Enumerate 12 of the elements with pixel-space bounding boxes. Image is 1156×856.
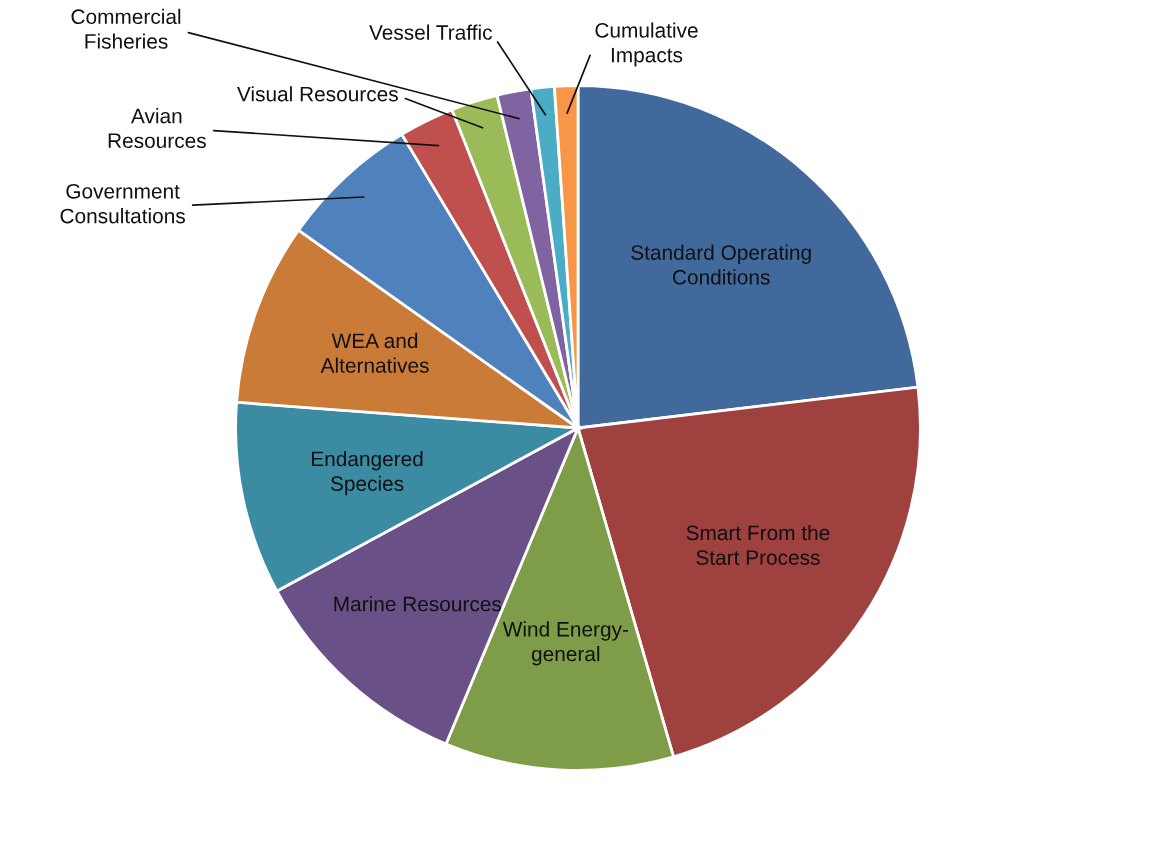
slice-label: Vessel Traffic: [369, 24, 492, 40]
slice-label: Endangered Species: [312, 451, 423, 496]
slice-label: WEA and Alternatives: [320, 332, 429, 373]
slice-label: Cumulative Impacts: [595, 22, 698, 67]
slice-label: Wind Energy- general: [502, 621, 628, 666]
slice-label: Smart From the Start Process: [686, 524, 830, 565]
slice-label: Government Consultations: [60, 183, 185, 224]
slice-label: Marine Resources: [334, 596, 502, 612]
slice-label: Standard Operating Conditions: [631, 244, 811, 285]
slice-label: Visual Resources: [237, 86, 398, 102]
slice-label: Commercial Fisheries: [71, 8, 181, 49]
slice-label: Avian Resources: [108, 108, 206, 149]
